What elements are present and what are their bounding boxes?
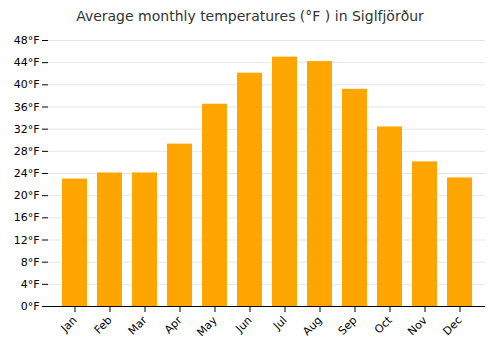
svg-text:Mar: Mar: [126, 313, 150, 337]
svg-text:Sep: Sep: [336, 314, 360, 338]
html-text:Average monthly temperatures (: Average monthly temperatures (°F ) in Si…: [76, 8, 424, 24]
svg-text:Dec: Dec: [440, 314, 464, 338]
svg-text:16°F: 16°F: [14, 211, 40, 224]
svg-text:4°F: 4°F: [21, 278, 40, 291]
svg-text:Nov: Nov: [405, 313, 430, 338]
svg-text:0°F: 0°F: [21, 300, 40, 313]
svg-text:May: May: [194, 313, 220, 339]
svg-text:Jun: Jun: [233, 314, 255, 336]
svg-text:40°F: 40°F: [14, 78, 40, 91]
svg-text:Apr: Apr: [162, 313, 185, 336]
svg-text:Feb: Feb: [92, 314, 115, 337]
svg-text:32°F: 32°F: [14, 123, 40, 136]
svg-text:24°F: 24°F: [14, 167, 40, 180]
svg-text:Oct: Oct: [372, 313, 395, 336]
svg-text:Jan: Jan: [58, 314, 80, 336]
svg-text:28°F: 28°F: [14, 145, 40, 158]
svg-text:Jul: Jul: [270, 314, 289, 333]
svg-text:44°F: 44°F: [14, 56, 40, 69]
svg-text:12°F: 12°F: [14, 234, 40, 247]
svg-text:20°F: 20°F: [14, 189, 40, 202]
svg-text:8°F: 8°F: [21, 256, 40, 269]
svg-text:48°F: 48°F: [14, 34, 40, 47]
svg-text:36°F: 36°F: [14, 101, 40, 114]
svg-text:Aug: Aug: [300, 314, 324, 338]
